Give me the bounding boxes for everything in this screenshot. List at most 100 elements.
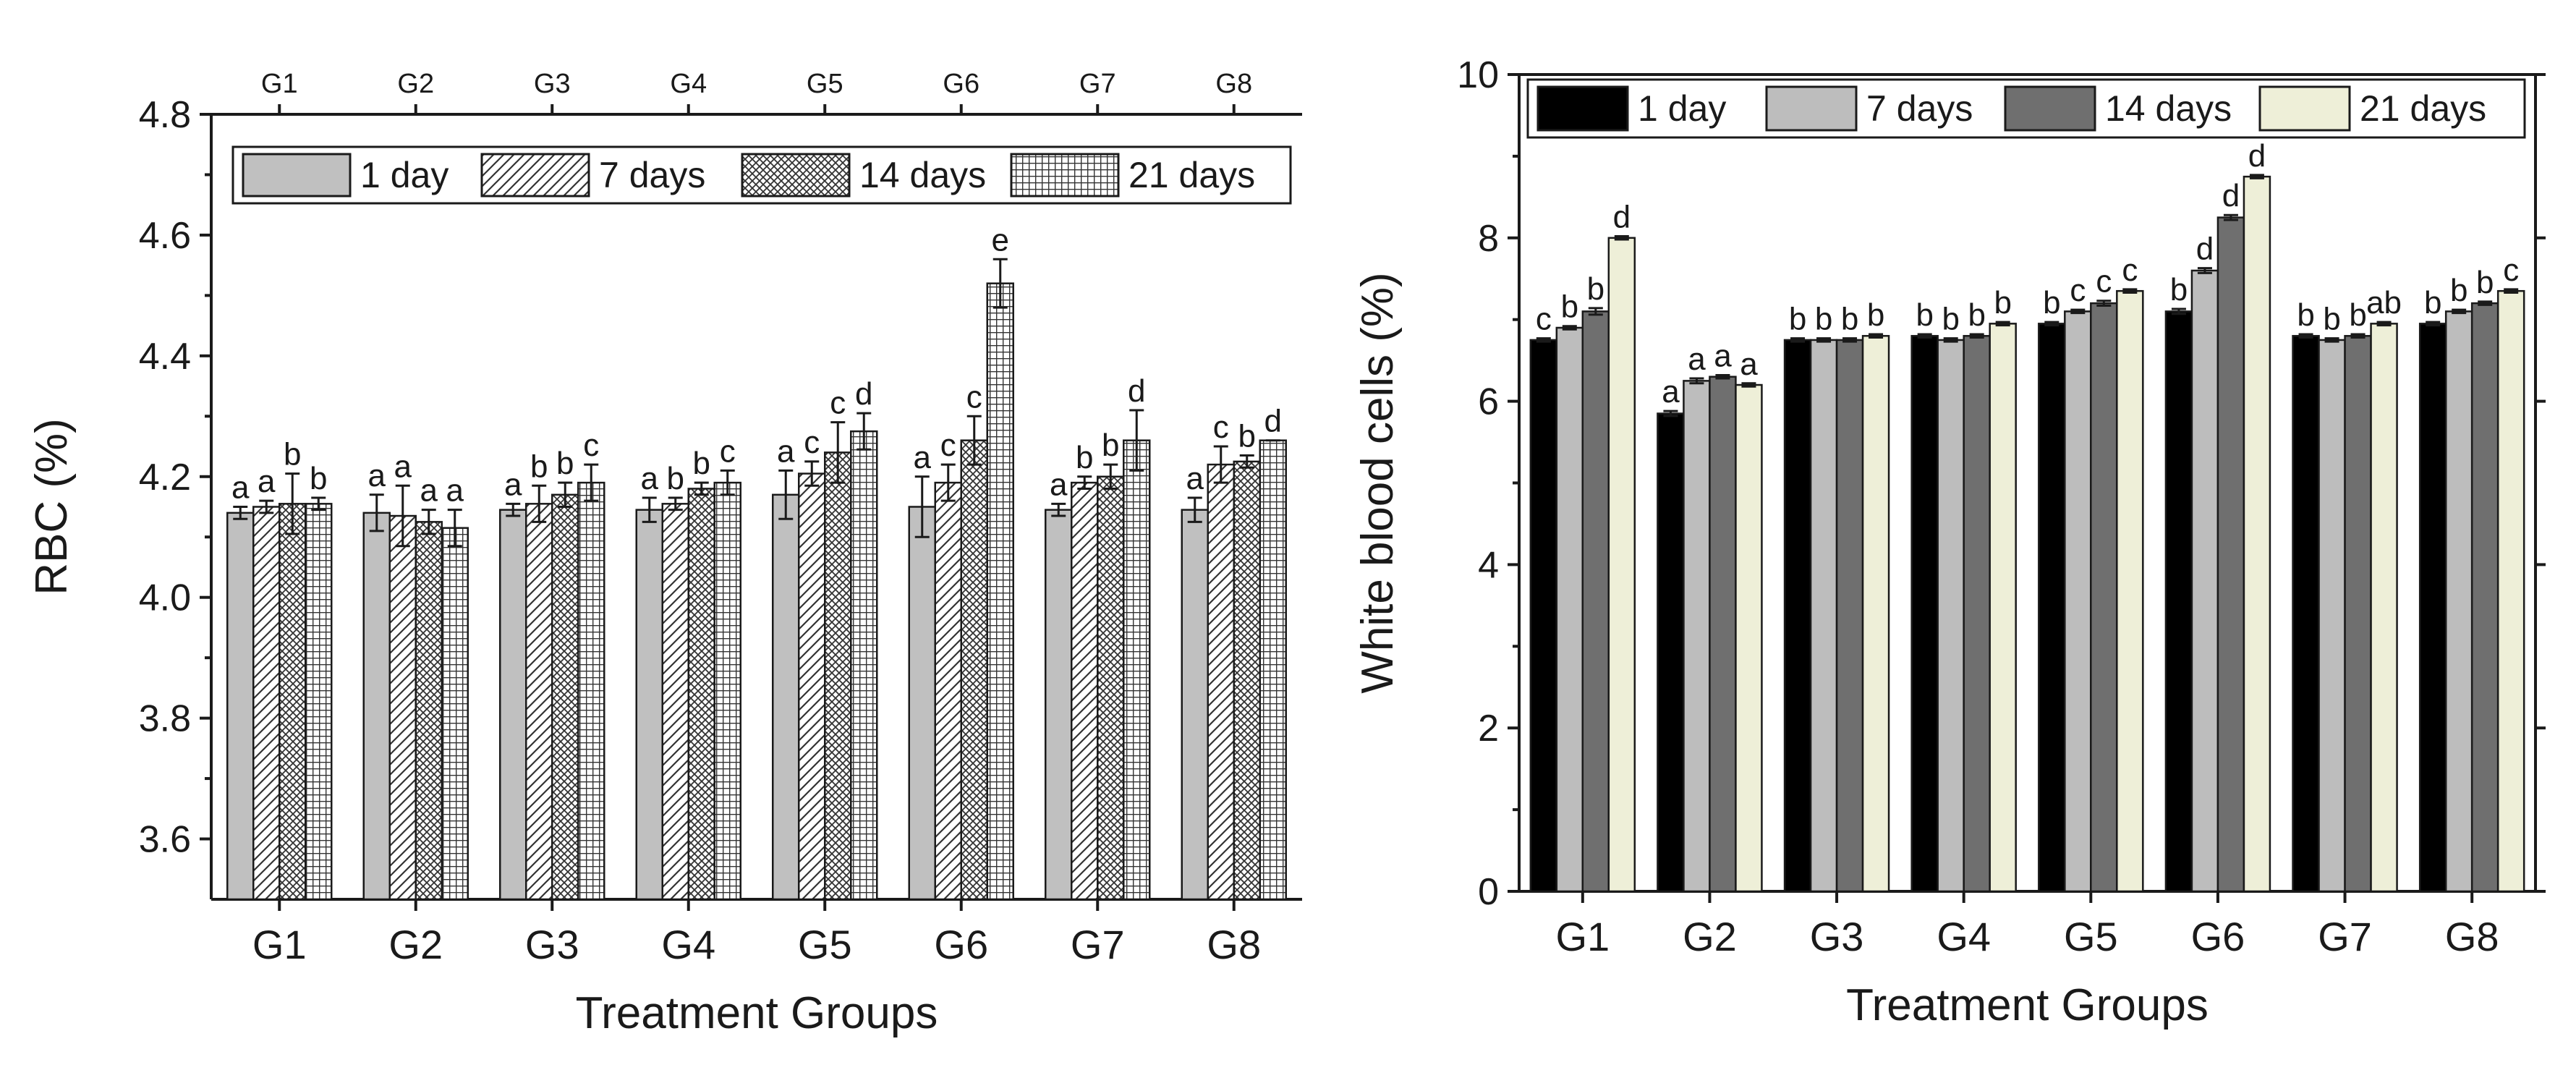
significance-label: a: [1662, 374, 1680, 409]
bar: [2292, 335, 2320, 893]
significance-label: b: [1789, 302, 1806, 337]
y-tick-label: 0: [1478, 871, 1499, 913]
error-bar: [2324, 337, 2339, 343]
error-bar: [1869, 333, 1884, 339]
bar: [1207, 463, 1235, 901]
x-tick-label: G2: [388, 922, 443, 967]
error-bar: [532, 484, 547, 523]
error-bar: [1213, 445, 1228, 484]
bar: [1963, 335, 1991, 893]
bar: [279, 503, 307, 901]
error-bar: [668, 496, 683, 512]
error-bar: [233, 506, 248, 520]
error-bar: [1816, 337, 1832, 343]
top-tick-label: G2: [397, 69, 434, 99]
significance-label: b: [2043, 285, 2060, 321]
error-bar: [992, 258, 1008, 309]
bar: [1937, 339, 1965, 893]
significance-label: c: [2122, 252, 2138, 288]
error-bar: [694, 481, 709, 496]
legend-swatch: [1536, 85, 1629, 132]
x-tick-label: G3: [525, 922, 579, 967]
legend-swatch: [1765, 85, 1858, 132]
significance-label: b: [1942, 302, 1959, 337]
significance-label: b: [1561, 289, 1578, 325]
legend-label: 14 days: [2105, 88, 2232, 129]
significance-label: b: [2476, 265, 2494, 300]
bar: [1233, 460, 1261, 901]
y-tick-label: 4: [1478, 544, 1499, 586]
significance-label: b: [310, 461, 327, 496]
x-tick-label: G2: [1683, 914, 1737, 959]
error-bar: [1562, 325, 1577, 331]
x-tick-label: G7: [1071, 922, 1125, 967]
error-bar: [2478, 300, 2493, 306]
significance-label: c: [804, 425, 820, 460]
bar: [2344, 335, 2372, 893]
significance-label: c: [1213, 409, 1229, 445]
significance-label: a: [1186, 461, 1204, 496]
error-bar: [369, 493, 384, 532]
significance-label: d: [2196, 232, 2214, 267]
legend-label: 21 days: [1128, 155, 1255, 195]
bar: [1607, 237, 1636, 893]
significance-label: b: [1867, 297, 1884, 333]
significance-label: d: [1128, 373, 1145, 409]
y-axis-title: RBC (%): [27, 418, 77, 595]
error-bar: [856, 412, 872, 451]
bar: [661, 503, 689, 901]
error-bar: [830, 421, 846, 484]
bar: [1045, 509, 1073, 901]
significance-label: c: [2503, 252, 2519, 288]
significance-label: a: [394, 449, 412, 484]
legend-label: 1 day: [360, 155, 449, 195]
x-tick-label: G8: [2445, 914, 2499, 959]
error-bar: [1995, 321, 2010, 327]
bar: [577, 481, 605, 901]
error-bar: [1187, 496, 1202, 523]
x-tick-label: G6: [2191, 914, 2245, 959]
error-bar: [447, 509, 462, 548]
error-bar: [940, 463, 956, 502]
significance-label: b: [284, 437, 301, 472]
y-tick-label: 2: [1478, 708, 1499, 750]
legend-swatch: [741, 153, 851, 198]
bar: [713, 481, 741, 901]
error-bar: [584, 463, 599, 502]
significance-label: c: [830, 386, 846, 421]
x-tick-label: G1: [1555, 914, 1610, 959]
significance-label: c: [720, 433, 736, 469]
significance-label: b: [556, 446, 574, 481]
significance-label: b: [667, 461, 684, 496]
y-tick-label: 6: [1478, 381, 1499, 423]
significance-label: d: [2222, 178, 2240, 213]
error-bar: [2376, 321, 2392, 327]
y-axis-title: White blood cells (%): [1353, 272, 1403, 693]
y-tick-label: 8: [1478, 218, 1499, 260]
error-bar: [2249, 174, 2264, 179]
bar: [252, 506, 281, 901]
bar: [986, 282, 1014, 901]
error-bar: [2122, 288, 2138, 294]
significance-label: b: [1916, 297, 1933, 333]
bar: [1910, 335, 1939, 893]
error-bar: [1663, 409, 1678, 417]
x-tick-label: G1: [252, 922, 307, 967]
legend-swatch: [242, 153, 352, 198]
significance-label: a: [258, 464, 276, 499]
significance-label: a: [1740, 347, 1758, 382]
bar: [687, 488, 715, 901]
bar: [388, 514, 417, 901]
error-bar: [2298, 333, 2313, 339]
y-tick-label: 3.6: [139, 819, 191, 861]
bar: [934, 481, 962, 901]
bar: [1181, 509, 1209, 901]
significance-label: a: [1714, 338, 1732, 373]
top-tick-label: G3: [534, 69, 571, 99]
bar: [2496, 289, 2525, 893]
bar: [1657, 412, 1685, 893]
error-bar: [1943, 337, 1958, 343]
error-bar: [558, 481, 573, 508]
